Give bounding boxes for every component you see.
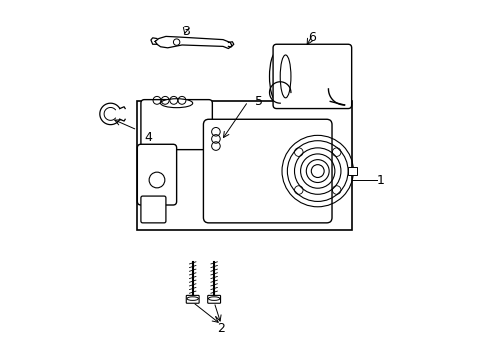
FancyBboxPatch shape xyxy=(137,144,176,205)
FancyBboxPatch shape xyxy=(207,296,220,303)
Bar xyxy=(137,102,351,230)
Bar xyxy=(347,167,356,175)
Text: 1: 1 xyxy=(376,174,384,186)
Text: 4: 4 xyxy=(144,131,152,144)
Text: 3: 3 xyxy=(181,25,189,38)
FancyBboxPatch shape xyxy=(186,296,199,303)
Ellipse shape xyxy=(208,297,220,300)
Polygon shape xyxy=(155,36,231,49)
Ellipse shape xyxy=(186,297,198,300)
Ellipse shape xyxy=(280,55,290,98)
Text: 2: 2 xyxy=(217,322,225,335)
Text: 6: 6 xyxy=(308,31,316,44)
Ellipse shape xyxy=(160,99,192,108)
FancyBboxPatch shape xyxy=(203,119,331,223)
Ellipse shape xyxy=(269,52,283,101)
Text: 5: 5 xyxy=(254,95,262,108)
FancyBboxPatch shape xyxy=(141,196,165,223)
FancyBboxPatch shape xyxy=(272,44,351,109)
FancyBboxPatch shape xyxy=(141,100,212,150)
